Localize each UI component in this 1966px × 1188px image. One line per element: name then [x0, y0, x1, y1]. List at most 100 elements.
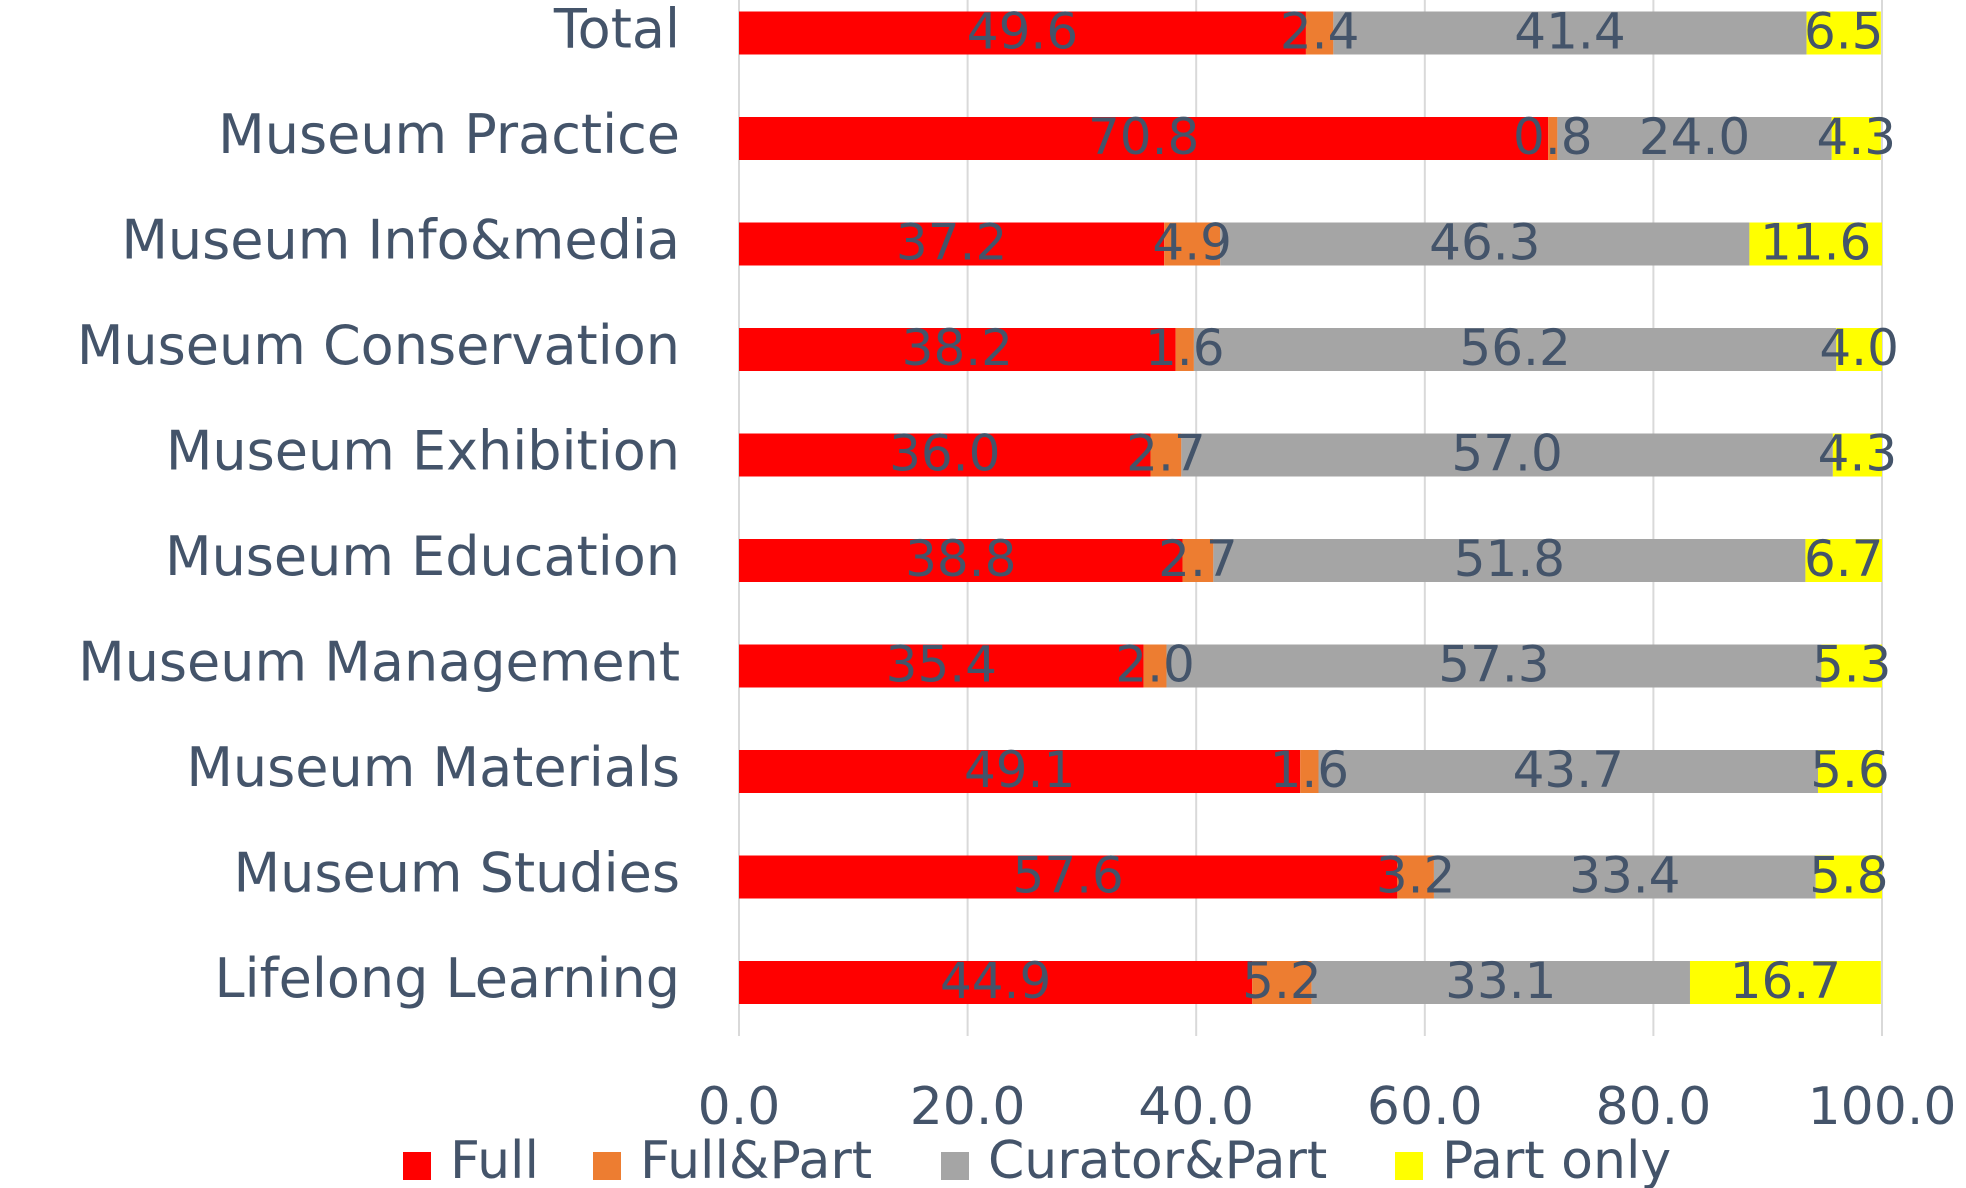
x-tick-label: 60.0 [1367, 1077, 1483, 1137]
bar-segment [1557, 117, 1832, 160]
data-label: 4.3 [1817, 108, 1897, 166]
bar-segment [1311, 961, 1690, 1004]
x-tick-label: 40.0 [1138, 1077, 1254, 1137]
data-label: 49.6 [967, 3, 1078, 61]
legend-swatch [403, 1152, 431, 1180]
data-label: 35.4 [886, 636, 997, 694]
legend-label: Full [450, 1131, 539, 1188]
data-label: 6.5 [1804, 3, 1884, 61]
bar-segment [1182, 539, 1214, 582]
data-label: 57.0 [1451, 425, 1562, 483]
data-label: 0.8 [1513, 108, 1593, 166]
data-label: 33.1 [1445, 952, 1556, 1010]
data-label: 16.7 [1730, 952, 1841, 1010]
bar-segment [1817, 750, 1882, 793]
bar-segment [739, 855, 1398, 899]
bar-segment [739, 644, 1144, 688]
legend-swatch [1395, 1152, 1423, 1180]
bar-segment [1175, 328, 1194, 371]
bar-segment [1193, 328, 1837, 371]
data-label: 36.0 [889, 425, 1000, 483]
bar-segment [739, 433, 1151, 477]
bar-segment [1305, 11, 1334, 55]
data-label: 37.2 [896, 214, 1007, 272]
category-label: Museum Info&media [121, 209, 680, 272]
data-label: 2.4 [1280, 3, 1360, 61]
bar-segment [1164, 222, 1221, 266]
bar-segment [1252, 961, 1312, 1004]
data-label: 57.3 [1438, 636, 1549, 694]
data-label: 57.6 [1013, 847, 1124, 905]
bar-segment [1143, 644, 1167, 688]
data-label: 2.7 [1126, 425, 1206, 483]
legend-label: Part only [1442, 1131, 1671, 1188]
data-label: 51.8 [1454, 530, 1565, 588]
bar-segment [1150, 433, 1182, 477]
data-label: 5.6 [1810, 741, 1890, 799]
category-label: Lifelong Learning [215, 947, 680, 1010]
bar-segment [739, 117, 1549, 160]
bar-segment [1397, 855, 1434, 899]
data-label: 6.7 [1804, 530, 1884, 588]
bar-segment [1806, 11, 1881, 55]
bar-segment [1166, 644, 1822, 688]
bar-segment [1213, 539, 1806, 582]
bar-segment [1433, 855, 1816, 899]
bar-segment [1181, 433, 1833, 477]
data-label: 41.4 [1514, 3, 1625, 61]
category-label: Museum Conservation [77, 314, 680, 377]
data-label: 4.0 [1819, 319, 1899, 377]
data-label: 2.7 [1158, 530, 1238, 588]
data-label: 38.2 [902, 319, 1013, 377]
legend-label: Curator&Part [988, 1131, 1327, 1188]
category-label: Museum Studies [234, 842, 680, 905]
category-label: Museum Practice [218, 103, 680, 166]
bar-segment [739, 539, 1183, 582]
bar-segment [739, 328, 1176, 371]
data-label: 5.2 [1242, 952, 1322, 1010]
x-tick-label: 80.0 [1596, 1077, 1712, 1137]
category-label: Museum Exhibition [166, 420, 680, 483]
data-label: 33.4 [1569, 847, 1680, 905]
data-label: 4.3 [1818, 425, 1898, 483]
data-label: 49.1 [964, 741, 1075, 799]
bar-segment [739, 750, 1301, 793]
bar-segment [739, 11, 1306, 55]
category-label: Museum Management [78, 631, 680, 694]
bar-segment [1821, 644, 1882, 688]
bar-segment [1836, 328, 1882, 371]
bar-segment [1333, 11, 1807, 55]
data-label: 44.9 [940, 952, 1051, 1010]
bar-segment [1815, 855, 1882, 899]
data-label: 5.8 [1809, 847, 1889, 905]
bar-segment [1548, 117, 1558, 160]
bar-segment [1689, 961, 1881, 1004]
bar-segment [1220, 222, 1750, 266]
data-label: 1.6 [1145, 319, 1225, 377]
x-tick-label: 100.0 [1808, 1077, 1957, 1137]
data-label: 38.8 [905, 530, 1016, 588]
data-label: 56.2 [1459, 319, 1570, 377]
bar-segment [1831, 117, 1881, 160]
bar-segment [739, 222, 1165, 266]
data-label: 43.7 [1513, 741, 1624, 799]
legend-swatch [593, 1152, 621, 1180]
bar-segment [739, 961, 1253, 1004]
bar-segment [1805, 539, 1882, 582]
data-label: 46.3 [1429, 214, 1540, 272]
legend-swatch [941, 1152, 969, 1180]
bar-segment [1749, 222, 1882, 266]
category-label: Museum Materials [186, 736, 680, 799]
data-label: 5.3 [1812, 636, 1892, 694]
data-label: 70.8 [1088, 108, 1199, 166]
data-label: 2.0 [1115, 636, 1195, 694]
x-tick-label: 20.0 [910, 1077, 1026, 1137]
bar-segment [1832, 433, 1882, 477]
data-label: 1.6 [1270, 741, 1350, 799]
data-label: 4.9 [1152, 214, 1232, 272]
legend-label: Full&Part [640, 1131, 872, 1188]
data-label: 11.6 [1760, 214, 1871, 272]
bar-segment [1300, 750, 1319, 793]
data-label: 24.0 [1639, 108, 1750, 166]
